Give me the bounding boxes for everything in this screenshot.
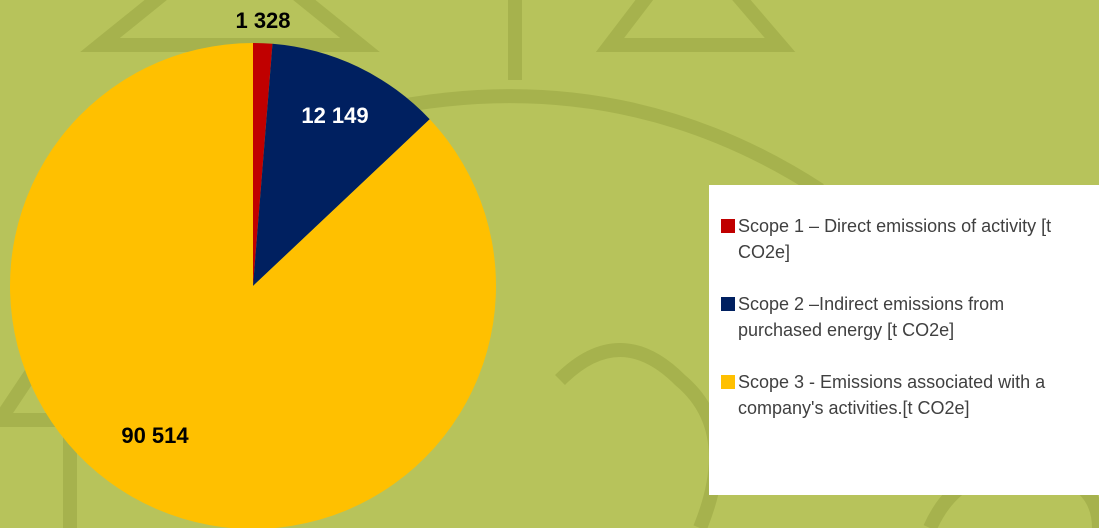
legend-swatch [721, 375, 735, 389]
legend-entry: Scope 2 –Indirect emissions from purchas… [721, 291, 1089, 343]
legend-swatch [721, 219, 735, 233]
data-label: 12 149 [301, 103, 368, 128]
page: 1 328 12 149 90 514 Scope 1 – Direct emiss… [0, 0, 1099, 528]
legend-entry: Scope 3 - Emissions associated with a co… [721, 369, 1089, 421]
legend-label: Scope 2 –Indirect emissions from purchas… [738, 291, 1089, 343]
legend: Scope 1 – Direct emissions of activity [… [709, 185, 1099, 495]
legend-label: Scope 1 – Direct emissions of activity [… [738, 213, 1089, 265]
legend-entry: Scope 1 – Direct emissions of activity [… [721, 213, 1089, 265]
legend-swatch [721, 297, 735, 311]
chart-area: 1 328 12 149 90 514 Scope 1 – Direct emiss… [0, 0, 1099, 528]
data-label: 1 328 [235, 8, 290, 33]
legend-label: Scope 3 - Emissions associated with a co… [738, 369, 1089, 421]
data-label: 90 514 [121, 423, 189, 448]
